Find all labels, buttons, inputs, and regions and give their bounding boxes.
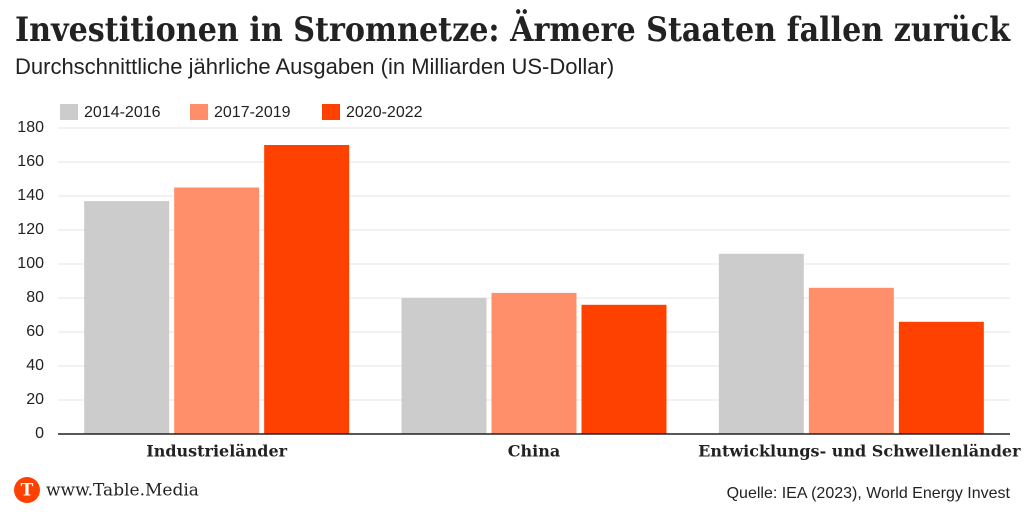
footer-site: www.Table.Media — [46, 481, 199, 501]
y-tick-label: 140 — [17, 187, 44, 204]
x-tick-label: China — [508, 442, 560, 461]
bar — [898, 321, 984, 434]
legend-label: 2020-2022 — [346, 104, 423, 121]
bar — [174, 187, 260, 434]
footer-source: Quelle: IEA (2023), World Energy Invest — [727, 485, 1011, 502]
x-tick-label: Entwicklungs- und Schwellenländer — [698, 442, 1021, 461]
bar — [581, 304, 667, 434]
legend-label: 2014-2016 — [84, 104, 161, 121]
y-tick-label: 0 — [35, 425, 44, 442]
legend-label: 2017-2019 — [214, 104, 291, 121]
legend-swatch — [190, 104, 208, 120]
y-tick-label: 100 — [17, 255, 44, 272]
legend-swatch — [322, 104, 340, 120]
y-tick-label: 80 — [26, 289, 44, 306]
bar — [491, 292, 577, 434]
y-tick-label: 20 — [26, 391, 44, 408]
bar — [808, 287, 894, 434]
y-tick-label: 160 — [17, 153, 44, 170]
logo — [14, 477, 40, 503]
chart-title: Investitionen in Stromnetze: Ärmere Staa… — [15, 9, 1011, 50]
bar — [84, 201, 170, 434]
bar — [718, 253, 804, 434]
logo-letter: T — [21, 481, 34, 501]
legend-swatch — [60, 104, 78, 120]
x-tick-label: Industrieländer — [146, 442, 287, 461]
y-tick-label: 60 — [26, 323, 44, 340]
chart-subtitle: Durchschnittliche jährliche Ausgaben (in… — [15, 54, 614, 79]
bar — [401, 298, 487, 434]
bar — [264, 145, 350, 434]
y-tick-label: 180 — [17, 119, 44, 136]
y-tick-label: 120 — [17, 221, 44, 238]
y-tick-label: 40 — [26, 357, 44, 374]
